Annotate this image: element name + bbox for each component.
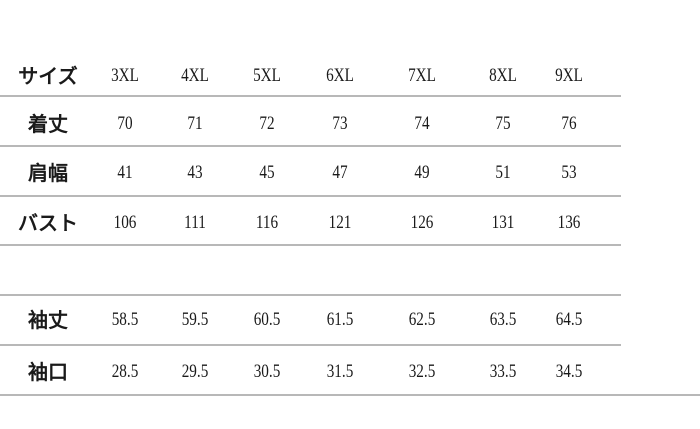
table-cell: 47 [332,162,348,183]
size-header: 4XL [181,65,209,86]
row-divider [0,394,700,396]
table-cell: 45 [259,162,275,183]
table-cell: 64.5 [555,309,583,330]
table-cell: 41 [117,162,133,183]
table-cell: 33.5 [489,361,517,382]
table-cell: 73 [332,113,348,134]
table-cell: 58.5 [111,309,139,330]
size-header: 3XL [111,65,139,86]
table-cell: 51 [495,162,511,183]
header-label: サイズ [18,64,78,88]
row-label: 着丈 [28,112,68,136]
table-cell: 74 [414,113,430,134]
row-divider [0,294,621,296]
size-header: 7XL [408,65,436,86]
table-cell: 28.5 [111,361,139,382]
table-cell: 32.5 [408,361,436,382]
table-cell: 121 [328,212,352,233]
table-cell: 72 [259,113,275,134]
row-divider [0,95,621,97]
table-cell: 62.5 [408,309,436,330]
table-cell: 116 [255,212,279,233]
row-label: バスト [18,211,78,235]
table-cell: 63.5 [489,309,517,330]
size-header: 6XL [326,65,354,86]
table-cell: 59.5 [181,309,209,330]
table-cell: 30.5 [253,361,281,382]
table-cell: 43 [187,162,203,183]
table-cell: 126 [410,212,434,233]
row-divider [0,344,621,346]
row-label: 袖口 [28,360,68,384]
table-cell: 76 [561,113,577,134]
table-cell: 60.5 [253,309,281,330]
row-divider [0,244,621,246]
row-divider [0,195,621,197]
table-cell: 111 [184,212,206,233]
table-cell: 71 [187,113,203,134]
table-cell: 34.5 [555,361,583,382]
table-cell: 29.5 [181,361,209,382]
table-cell: 75 [495,113,511,134]
table-cell: 53 [561,162,577,183]
size-header: 8XL [489,65,517,86]
row-label: 袖丈 [28,308,68,332]
table-cell: 70 [117,113,133,134]
table-cell: 131 [491,212,515,233]
table-cell: 106 [113,212,137,233]
size-header: 9XL [555,65,583,86]
row-divider [0,145,621,147]
row-label: 肩幅 [28,161,68,185]
table-cell: 136 [557,212,581,233]
table-cell: 61.5 [326,309,354,330]
table-cell: 49 [414,162,430,183]
size-header: 5XL [253,65,281,86]
table-cell: 31.5 [326,361,354,382]
